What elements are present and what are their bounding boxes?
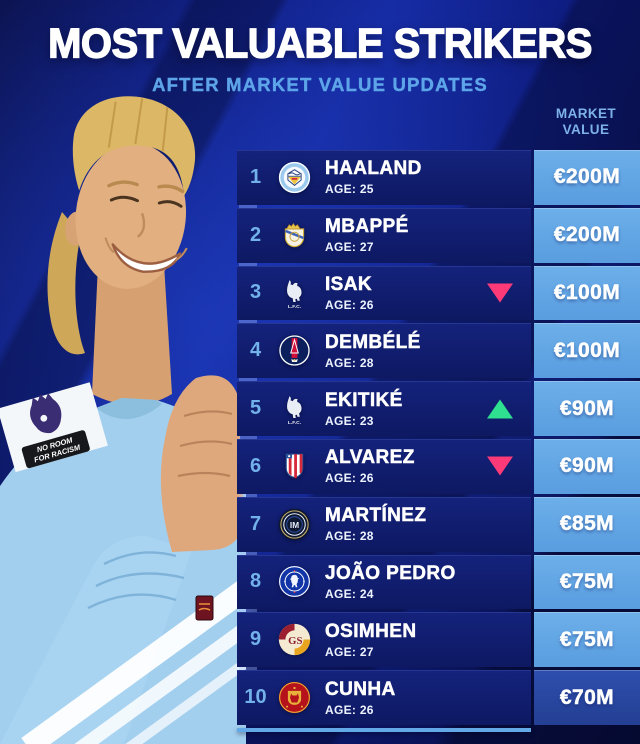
market-value-header-line2: VALUE (562, 122, 610, 138)
player-age: AGE: 26 (325, 297, 374, 312)
player-identity: EKITIKÉ AGE: 23 (325, 389, 403, 428)
player-name: JOÃO PEDRO (325, 562, 456, 585)
player-age: AGE: 25 (325, 182, 374, 197)
psg-badge-icon (274, 334, 314, 367)
player-name: ALVAREZ (325, 447, 415, 469)
player-name: OSIMHEN (325, 620, 417, 643)
market-value-cell: €100M (534, 323, 640, 379)
player-age: AGE: 27 (325, 240, 374, 255)
player-name: MARTÍNEZ (325, 505, 427, 527)
player-cell: 1 HAALAND AGE: 25 (237, 150, 531, 205)
chelsea-badge-icon (274, 565, 314, 598)
player-age: AGE: 24 (325, 586, 374, 601)
player-name: DEMBÉLÉ (325, 331, 421, 354)
real-madrid-badge-icon (274, 219, 314, 252)
table-row: 6 ALVAREZ AGE: 26 €90M (237, 435, 640, 494)
player-cell: 7 IM MARTÍNEZ AGE: 28 (237, 496, 531, 552)
player-name: HAALAND (325, 158, 422, 180)
player-cell: 8 JOÃO PEDRO AGE: 24 (237, 554, 531, 610)
table-row: 4 DEMBÉLÉ AGE: 28 €100M (237, 320, 640, 379)
player-cell: 2 MBAPPÉ AGE: 27 (237, 207, 531, 263)
table-row: 2 MBAPPÉ AGE: 27 €200M (237, 204, 640, 263)
table-row: 1 HAALAND AGE: 25 €200M (237, 150, 640, 205)
rank-number: 6 (249, 454, 262, 477)
svg-text:L.F.C.: L.F.C. (287, 304, 301, 309)
rank-number: 8 (249, 570, 262, 593)
player-identity: CUNHA AGE: 26 (325, 678, 396, 717)
trend-arrow-icon (487, 399, 513, 419)
atletico-madrid-badge-icon (274, 450, 314, 483)
player-age: AGE: 28 (325, 529, 374, 544)
player-age: AGE: 28 (325, 355, 374, 370)
market-value-cell: €75M (534, 612, 640, 668)
liverpool-badge-icon: L.F.C. (274, 276, 314, 309)
player-identity: MBAPPÉ AGE: 27 (325, 216, 409, 254)
player-name: ISAK (325, 273, 372, 296)
player-identity: DEMBÉLÉ AGE: 28 (325, 332, 421, 370)
table-row: 8 JOÃO PEDRO AGE: 24 €75M (237, 551, 640, 610)
player-cell: 5 L.F.C. EKITIKÉ AGE: 23 (237, 381, 531, 436)
player-identity: ISAK AGE: 26 (325, 274, 374, 312)
market-value-cell: €200M (534, 150, 640, 205)
rank-number: 9 (249, 628, 262, 651)
header: MOST VALUABLE STRIKERS AFTER MARKET VALU… (0, 20, 640, 96)
liverpool-badge-icon: L.F.C. (274, 392, 314, 425)
market-value-cell: €90M (534, 381, 640, 436)
inter-milan-badge-icon: IM (274, 508, 314, 541)
rank-number: 5 (249, 397, 262, 420)
rank-number: 10 (244, 686, 267, 709)
market-value-cell: €200M (534, 207, 640, 263)
player-identity: JOÃO PEDRO AGE: 24 (325, 563, 456, 601)
market-value-cell: €70M (534, 670, 640, 725)
rankings-table: 1 HAALAND AGE: 25 €200M 2 MBAPPÉ AGE: 27… (237, 150, 640, 732)
table-row: 5 L.F.C. EKITIKÉ AGE: 23 €90M (237, 378, 640, 436)
player-age: AGE: 27 (325, 644, 374, 659)
player-age: AGE: 23 (325, 413, 374, 428)
market-value-column-header: MARKET VALUE (533, 106, 639, 139)
player-identity: ALVAREZ AGE: 26 (325, 447, 415, 485)
player-name: MBAPPÉ (325, 216, 409, 238)
player-name: EKITIKÉ (325, 389, 403, 411)
svg-text:L.F.C.: L.F.C. (287, 420, 301, 425)
man-city-badge-icon (274, 161, 314, 194)
player-identity: HAALAND AGE: 25 (325, 158, 422, 196)
player-age: AGE: 26 (325, 702, 374, 717)
page-subtitle: AFTER MARKET VALUE UPDATES (152, 74, 488, 95)
galatasaray-badge-icon: GS (274, 623, 314, 656)
rank-number: 3 (249, 281, 262, 304)
table-row: 3 L.F.C. ISAK AGE: 26 €100M (237, 262, 640, 321)
market-value-cell: €90M (534, 438, 640, 494)
player-identity: OSIMHEN AGE: 27 (325, 620, 417, 659)
rank-number: 2 (249, 223, 262, 246)
trend-arrow-icon (487, 456, 513, 476)
market-value-cell: €85M (534, 496, 640, 552)
player-cell: 6 ALVAREZ AGE: 26 (237, 438, 531, 494)
player-cell: 9 GS OSIMHEN AGE: 27 (237, 612, 531, 668)
table-row: 9 GS OSIMHEN AGE: 27 €75M (237, 609, 640, 668)
player-cell: 10 CUNHA AGE: 26 (237, 670, 531, 725)
table-row: 10 CUNHA AGE: 26 €70M (237, 667, 640, 725)
svg-text:GS: GS (288, 635, 302, 647)
haaland-photo: NO ROOM FOR RACISM (0, 96, 246, 744)
rank-number: 1 (249, 165, 262, 188)
market-value-cell: €100M (534, 265, 640, 321)
player-identity: MARTÍNEZ AGE: 28 (325, 505, 426, 543)
player-cell: 4 DEMBÉLÉ AGE: 28 (237, 323, 531, 379)
player-cell: 3 L.F.C. ISAK AGE: 26 (237, 265, 531, 321)
rank-number: 4 (249, 339, 262, 362)
page-title: MOST VALUABLE STRIKERS (47, 20, 593, 67)
man-united-badge-icon (274, 681, 314, 714)
rank-number: 7 (249, 512, 262, 535)
player-name: CUNHA (325, 678, 396, 700)
trend-arrow-icon (487, 283, 513, 303)
table-row: 7 IM MARTÍNEZ AGE: 28 €85M (237, 493, 640, 552)
market-value-cell: €75M (534, 554, 640, 610)
player-age: AGE: 26 (325, 471, 374, 486)
table-underline (237, 727, 531, 732)
market-value-header-line1: MARKET (555, 106, 617, 121)
svg-text:IM: IM (289, 520, 298, 529)
